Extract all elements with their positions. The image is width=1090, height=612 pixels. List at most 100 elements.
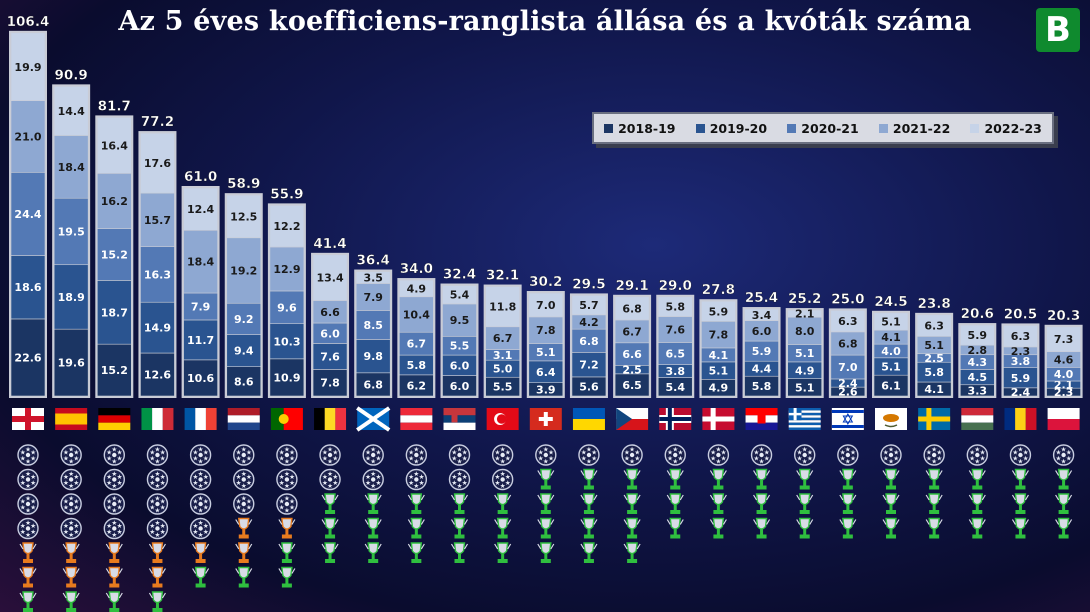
bar-stack-denmark: 4.9 5.1 4.1 7.8 5.9 27.8 <box>699 282 738 398</box>
flag-switzerland-icon <box>529 408 562 430</box>
svg-text:★: ★ <box>365 473 371 481</box>
flag-greece-icon <box>788 408 821 430</box>
segment-label: 9.2 <box>234 313 254 326</box>
svg-text:★: ★ <box>413 458 419 466</box>
segment-label: 6.7 <box>622 325 642 338</box>
bar-total-label: 41.4 <box>313 236 346 252</box>
segment-label: 13.4 <box>316 272 343 285</box>
svg-text:★: ★ <box>284 507 290 515</box>
champions-league-ball-icon: ★ ★★★★★ <box>17 468 39 491</box>
segment-label: 4.9 <box>709 382 729 395</box>
svg-text:★: ★ <box>20 528 26 536</box>
europa-league-trophy-icon <box>19 542 37 563</box>
svg-text:★: ★ <box>160 449 166 457</box>
conference-league-trophy-icon <box>968 468 986 490</box>
bar-segment-2022-23 <box>701 300 736 322</box>
segment-label: 4.1 <box>881 331 901 344</box>
svg-text:★: ★ <box>149 522 155 530</box>
svg-text:★: ★ <box>797 449 803 457</box>
svg-text:★: ★ <box>634 455 640 463</box>
svg-text:★: ★ <box>160 473 166 481</box>
svg-text:★: ★ <box>106 473 112 481</box>
bar-stack-germany: 15.2 18.7 15.2 16.2 16.4 81.7 <box>95 98 134 398</box>
svg-text:★: ★ <box>198 470 204 478</box>
svg-text:★: ★ <box>160 528 166 536</box>
svg-text:★: ★ <box>279 498 285 506</box>
svg-text:★: ★ <box>289 455 295 463</box>
bar-segment-2022-23 <box>53 86 89 136</box>
bar-stack-spain: 19.6 18.9 19.5 18.4 14.4 90.9 <box>52 67 91 398</box>
svg-text:★: ★ <box>1061 458 1067 466</box>
svg-text:★: ★ <box>586 458 592 466</box>
svg-text:★: ★ <box>802 446 808 454</box>
bar-segment-2022-23 <box>614 296 650 321</box>
segment-label: 8.6 <box>234 375 254 388</box>
bar-stack-scotland: 6.8 9.8 8.5 7.9 3.5 36.4 <box>354 252 393 398</box>
svg-text:★: ★ <box>327 470 333 478</box>
conference-league-trophy-icon <box>709 468 727 490</box>
conference-league-trophy-icon <box>666 493 684 514</box>
bar-total-label: 29.5 <box>572 276 605 292</box>
segment-label: 10.3 <box>273 335 300 348</box>
svg-text:★: ★ <box>408 455 414 463</box>
segment-label: 4.5 <box>968 371 988 384</box>
bar-segment-2022-23 <box>10 32 46 101</box>
bar-stack-hungary: 3.34.5 4.32.8 5.9 20.6 <box>958 306 997 398</box>
svg-text:★: ★ <box>155 482 161 490</box>
europa-league-trophy-icon <box>105 542 123 563</box>
bar-segment-2019-20 <box>97 280 132 345</box>
svg-text:★: ★ <box>883 449 889 457</box>
segment-label: 9.5 <box>450 314 470 327</box>
svg-text:★: ★ <box>20 498 26 506</box>
bar-segment-2022-23 <box>1046 326 1081 352</box>
svg-text:★: ★ <box>451 455 457 463</box>
bar-segment-2019-20 <box>53 264 89 330</box>
bar-stack-czech: 6.5 2.5 6.6 6.7 6.8 29.1 <box>613 278 652 398</box>
bar-segment-2022-23 <box>571 295 607 316</box>
europa-league-trophy-icon <box>278 517 296 539</box>
champions-league-ball-icon: ★ ★★★★★ <box>405 444 428 466</box>
svg-text:★: ★ <box>149 479 155 487</box>
segment-label: 6.8 <box>622 302 642 315</box>
svg-text:★: ★ <box>721 455 727 463</box>
segment-label: 21.0 <box>14 130 41 143</box>
segment-label: 12.6 <box>144 369 171 382</box>
bar-segment-2019-20 <box>226 334 262 367</box>
svg-text:★: ★ <box>419 455 425 463</box>
segment-label: 12.9 <box>273 263 300 276</box>
conference-league-trophy-icon <box>321 493 339 514</box>
segment-label: 12.4 <box>187 203 214 216</box>
svg-text:★: ★ <box>246 504 252 512</box>
svg-text:★: ★ <box>327 458 333 466</box>
svg-text:★: ★ <box>980 455 986 463</box>
bar-total-label: 34.0 <box>400 261 433 277</box>
segment-label: 3.1 <box>493 349 513 362</box>
bar-segment-2018-19 <box>140 352 175 397</box>
svg-text:★: ★ <box>715 458 721 466</box>
flag-turkey-icon <box>486 408 519 430</box>
svg-text:★: ★ <box>581 449 587 457</box>
champions-league-ball-icon: ★ ★★★★★ <box>146 468 169 491</box>
svg-text:★: ★ <box>198 531 204 539</box>
conference-league-trophy-icon <box>537 517 555 539</box>
svg-text:★: ★ <box>279 479 285 487</box>
champions-league-ball-icon: ★ ★★★★★ <box>146 444 169 466</box>
svg-text:★: ★ <box>457 458 463 466</box>
svg-text:★: ★ <box>241 446 247 454</box>
flag-denmark-icon <box>702 408 735 430</box>
bar-segment-2021-22 <box>787 316 823 345</box>
bar-segment-2018-19 <box>183 359 218 397</box>
champions-league-ball-icon: ★ ★★★★★ <box>578 444 600 466</box>
svg-text:★: ★ <box>236 473 242 481</box>
segment-label: 4.9 <box>407 282 427 295</box>
segment-label: 18.7 <box>101 306 128 319</box>
svg-text:★: ★ <box>106 522 112 530</box>
bar-segment-2022-23 <box>873 312 909 331</box>
conference-league-trophy-icon <box>796 517 814 539</box>
svg-text:★: ★ <box>160 498 166 506</box>
bar-stack-belgium: 7.8 7.6 6.0 6.6 13.4 41.4 <box>311 236 350 398</box>
bar-stack-cyprus: 6.1 5.1 4.04.1 5.1 24.5 <box>872 294 910 398</box>
segment-label: 2.8 <box>968 344 988 357</box>
conference-league-trophy-icon <box>192 566 210 588</box>
svg-text:★: ★ <box>73 522 79 530</box>
